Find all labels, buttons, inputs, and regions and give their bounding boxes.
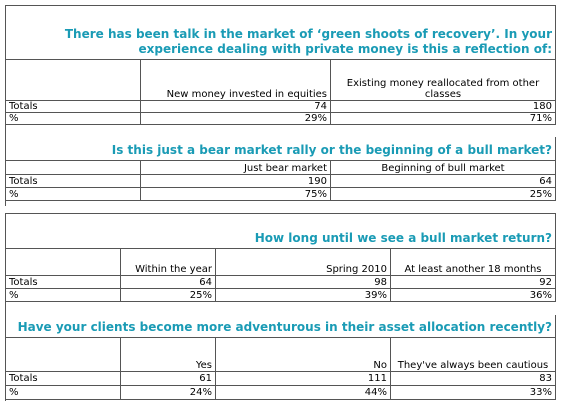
value-cell: 180 <box>331 101 556 113</box>
value-cell: 64 <box>121 276 216 289</box>
row-label: Totals <box>6 101 141 113</box>
value-cell: 29% <box>141 113 331 125</box>
column-header: No <box>216 338 391 372</box>
column-header: Within the year <box>121 249 216 276</box>
value-cell: 61 <box>121 372 216 386</box>
header-blank <box>6 249 121 276</box>
value-cell: 25% <box>121 289 216 302</box>
value-cell: 39% <box>216 289 391 302</box>
value-cell: 36% <box>391 289 556 302</box>
row-label: % <box>6 113 141 125</box>
header-blank <box>6 161 141 175</box>
row-label: Totals <box>6 372 121 386</box>
value-cell: 190 <box>141 175 331 188</box>
value-cell: 44% <box>216 386 391 400</box>
row-label: Totals <box>6 175 141 188</box>
value-cell: 98 <box>216 276 391 289</box>
question: How long until we see a bull market retu… <box>6 214 556 249</box>
value-cell: 64 <box>331 175 556 188</box>
table-block: How long until we see a bull market retu… <box>5 213 556 401</box>
table-block: There has been talk in the market of ‘gr… <box>5 5 556 206</box>
column-header: New money invested in equities <box>141 60 331 101</box>
value-cell: 92 <box>391 276 556 289</box>
row-label: % <box>6 289 121 302</box>
value-cell: 74 <box>141 101 331 113</box>
row-label: % <box>6 188 141 201</box>
value-cell: 75% <box>141 188 331 201</box>
value-cell: 33% <box>391 386 556 400</box>
question: There has been talk in the market of ‘gr… <box>6 6 556 60</box>
value-cell: 25% <box>331 188 556 201</box>
row-label: % <box>6 386 121 400</box>
column-header: Spring 2010 <box>216 249 391 276</box>
column-header: At least another 18 months <box>391 249 556 276</box>
value-cell: 71% <box>331 113 556 125</box>
header-blank <box>6 338 121 372</box>
column-header: They've always been cautious <box>391 338 556 372</box>
column-header: Existing money reallocated from other cl… <box>331 60 556 101</box>
value-cell: 111 <box>216 372 391 386</box>
header-blank <box>6 60 141 101</box>
column-header: Just bear market <box>141 161 331 175</box>
question: Is this just a bear market rally or the … <box>6 137 556 161</box>
value-cell: 83 <box>391 372 556 386</box>
row-label: Totals <box>6 276 121 289</box>
column-header: Beginning of bull market <box>331 161 556 175</box>
value-cell: 24% <box>121 386 216 400</box>
question: Have your clients become more adventurou… <box>6 315 556 338</box>
column-header: Yes <box>121 338 216 372</box>
